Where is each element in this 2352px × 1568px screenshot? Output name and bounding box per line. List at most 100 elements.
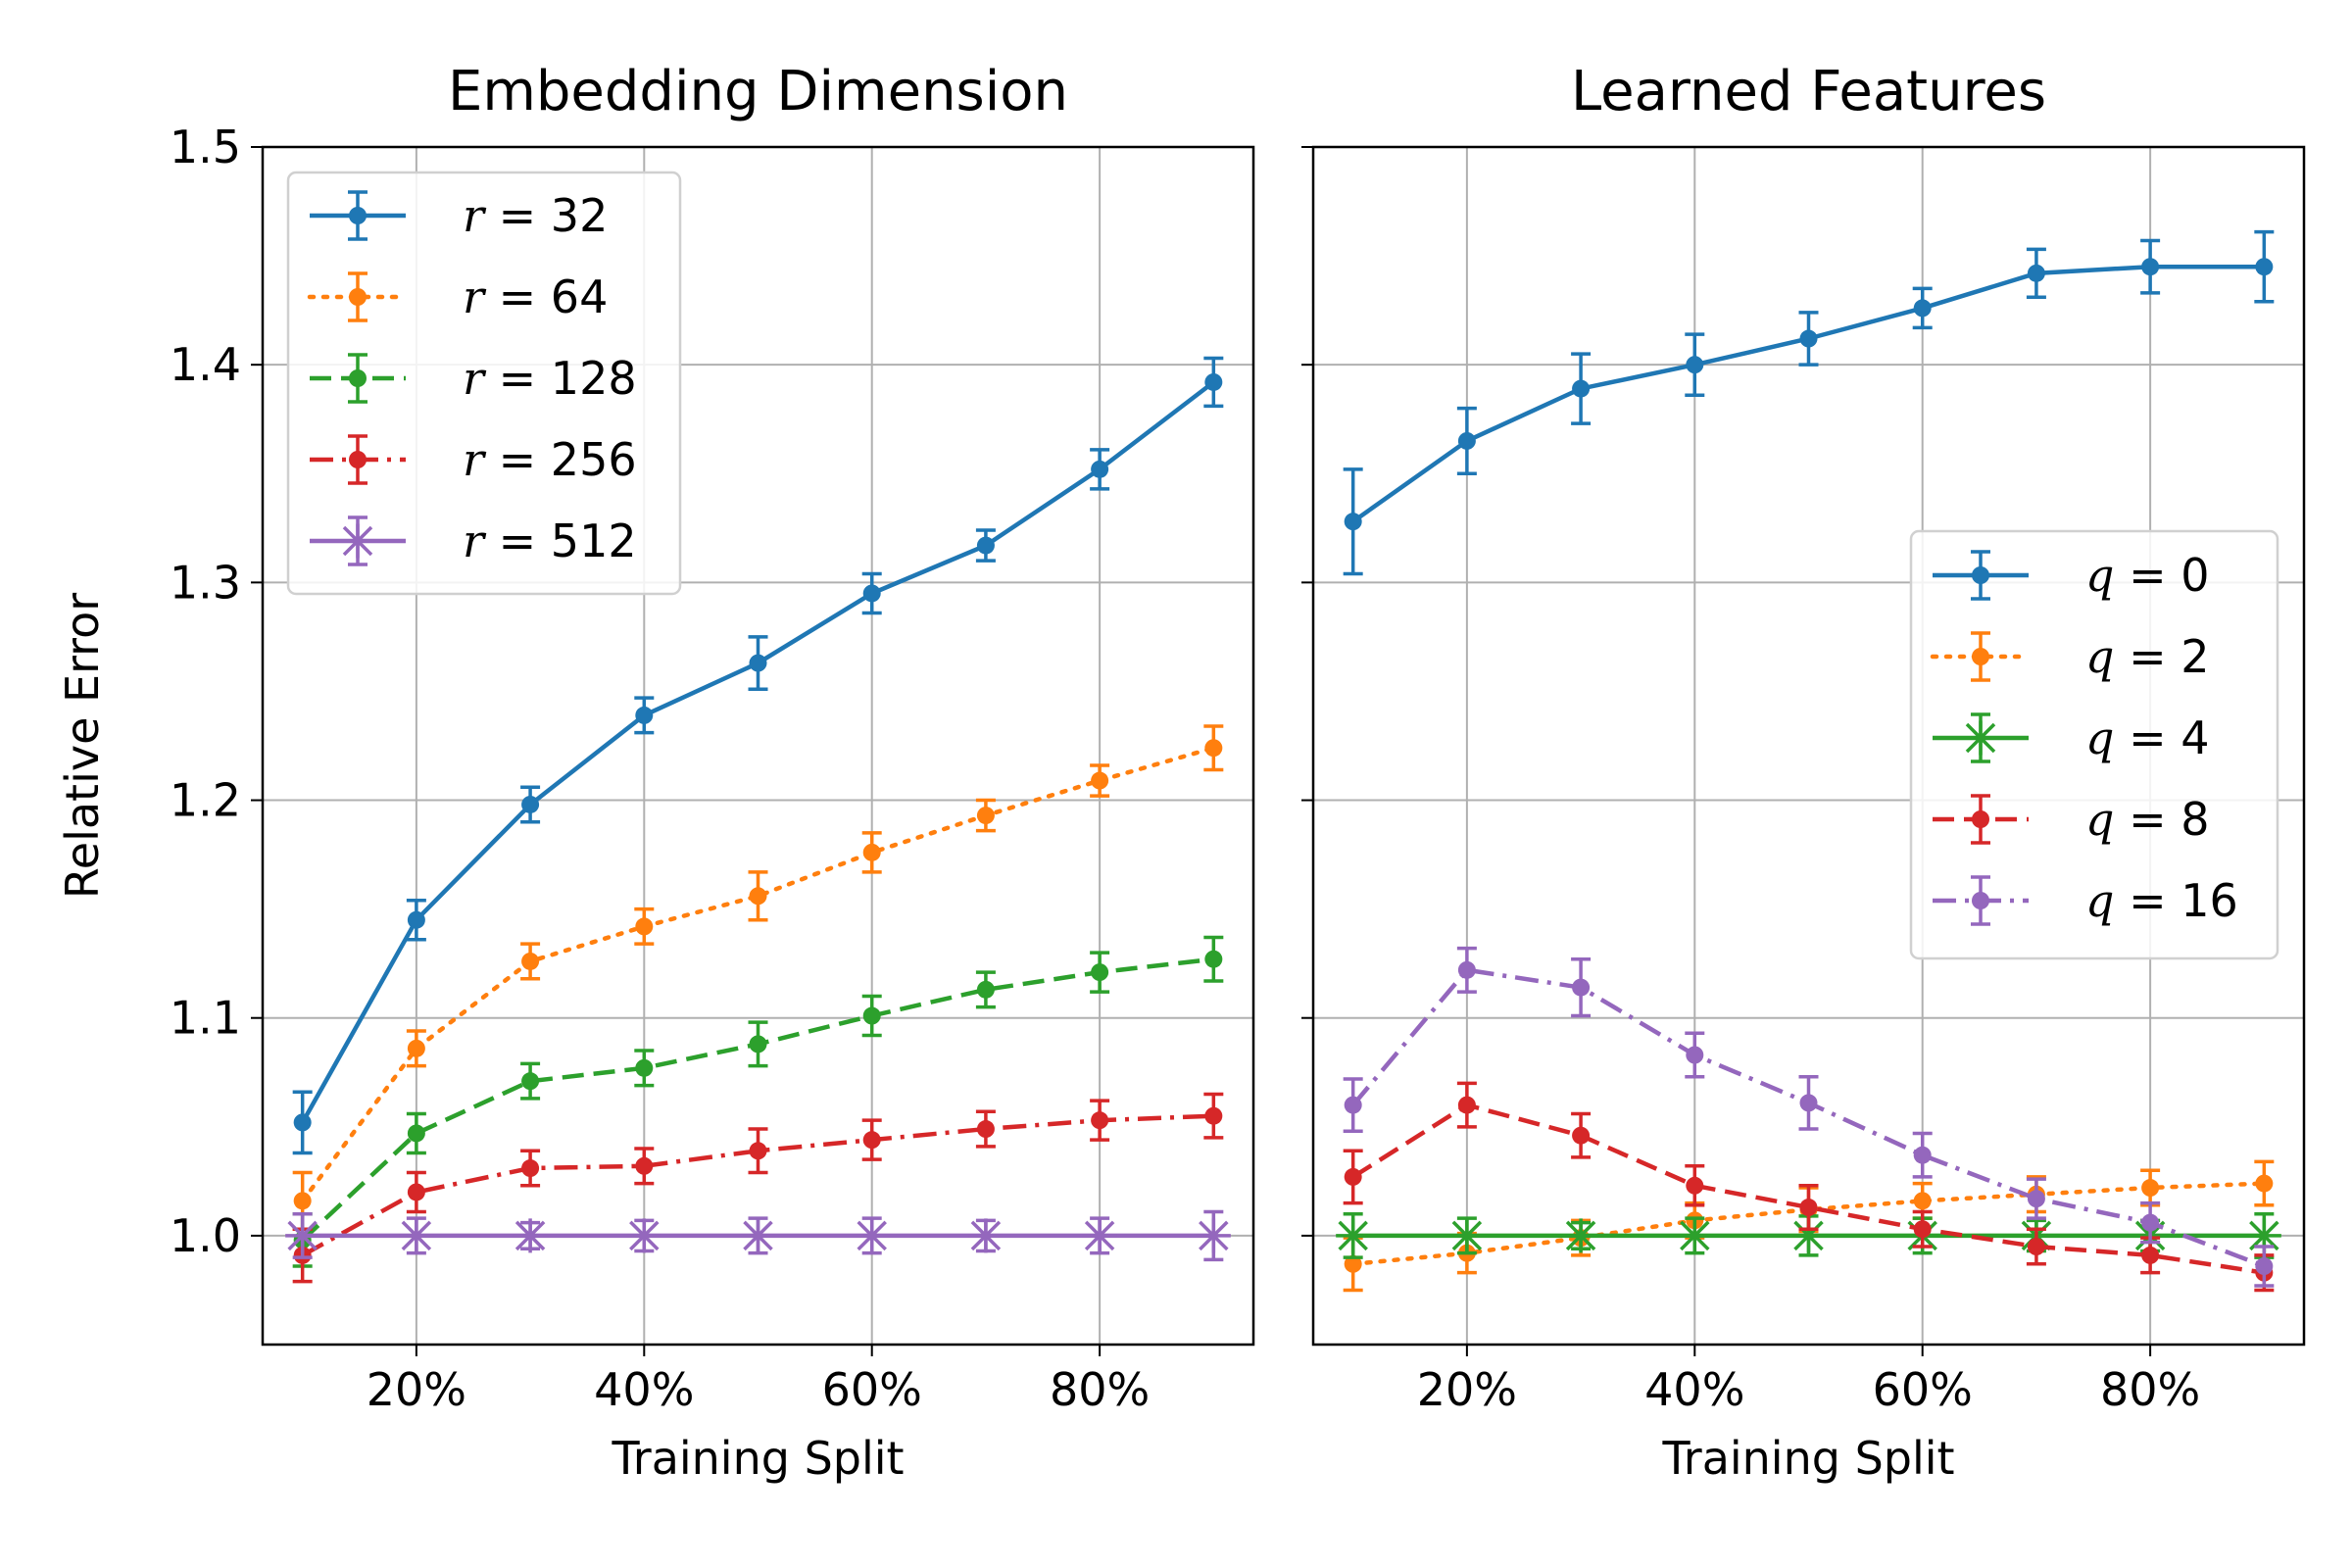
data-point	[2141, 1246, 2160, 1264]
x-tick-label: 40%	[1644, 1363, 1744, 1416]
chart-panels: 20% 40% 60% 80% 1.0 1.1 1.2 1.3 1.4 1.5 Embedding …	[56, 60, 2306, 1485]
data-point	[1091, 963, 1109, 982]
data-point	[521, 795, 540, 813]
legend-value: 512	[551, 514, 637, 567]
data-point	[1091, 460, 1109, 478]
legend-equals: =	[2114, 630, 2180, 683]
legend-variable: q	[2085, 711, 2114, 764]
legend-value: 32	[551, 189, 609, 242]
legend-value: 4	[2180, 711, 2209, 764]
series-line	[1350, 1181, 2267, 1267]
data-point	[293, 1113, 312, 1132]
data-point	[862, 843, 881, 861]
data-point	[521, 952, 540, 970]
data-point	[976, 536, 995, 555]
legend-label: r = 256	[463, 433, 637, 486]
data-point	[1677, 1218, 1712, 1253]
data-point	[293, 1192, 312, 1210]
legend-variable: r	[463, 189, 487, 242]
data-point	[1791, 1218, 1826, 1253]
data-point	[976, 1120, 995, 1139]
legend-value: 128	[551, 352, 637, 405]
x-tick-label: 20%	[367, 1363, 466, 1416]
legend-marker	[340, 523, 375, 559]
data-point	[1204, 372, 1223, 391]
legend-equals: =	[484, 433, 551, 486]
chart-panel-1: 20% 40% 60% 80% 1.0 1.1 1.2 1.3 1.4 1.5 Embedding …	[56, 60, 1255, 1485]
data-point	[1196, 1218, 1231, 1253]
legend-variable: q	[2085, 630, 2114, 683]
data-point	[862, 584, 881, 603]
data-point	[1563, 1218, 1598, 1253]
y-tick-label: 1.4	[170, 338, 241, 391]
data-point	[2027, 264, 2045, 282]
data-point	[1799, 1199, 1818, 1217]
data-point	[2027, 1238, 2045, 1256]
legend-label: q = 2	[2085, 630, 2210, 683]
legend-label: r = 512	[463, 514, 637, 567]
legend-label: q = 16	[2085, 874, 2238, 927]
y-tick-label: 1.0	[170, 1209, 241, 1262]
legend-item-q-16: q = 16	[1933, 874, 2238, 927]
data-point	[1572, 379, 1591, 398]
data-point	[1344, 1254, 1362, 1273]
legend-variable: r	[463, 514, 487, 567]
legend-value: 2	[2180, 630, 2209, 683]
plot-frame	[261, 145, 1255, 1347]
data-point	[968, 1218, 1004, 1253]
legend-value: 64	[551, 270, 609, 323]
series-line	[1351, 1102, 2265, 1275]
legend-marker	[349, 369, 367, 387]
x-tick-label: 60%	[1873, 1363, 1973, 1416]
legend-equals: =	[2114, 711, 2180, 764]
legend-label: r = 128	[463, 352, 637, 405]
data-point	[513, 1218, 548, 1253]
chart-title: Embedding Dimension	[448, 60, 1068, 123]
x-axis-label: Training Split	[1661, 1432, 1954, 1485]
x-axis-label: Training Split	[611, 1432, 904, 1485]
legend-value: 0	[2180, 549, 2209, 602]
data-point	[407, 1039, 425, 1057]
series-r-32	[292, 356, 1224, 1155]
data-point	[1913, 1192, 1932, 1210]
data-point	[1572, 978, 1591, 997]
legend-equals: =	[484, 514, 551, 567]
data-point	[1449, 1218, 1485, 1253]
legend-equals: =	[2114, 793, 2180, 846]
legend-marker	[349, 451, 367, 468]
legend-equals: =	[2114, 874, 2180, 927]
legend-item-r-32: r = 32	[310, 189, 608, 242]
legend-marker	[1972, 892, 1989, 909]
legend-marker	[349, 288, 367, 306]
data-point	[635, 706, 654, 724]
legend-item-q-8: q = 8	[1933, 793, 2210, 846]
series-r-512	[285, 1209, 1231, 1262]
data-point	[976, 980, 995, 999]
data-point	[635, 1156, 654, 1175]
data-point	[1344, 1096, 1362, 1114]
series-r-256	[292, 1092, 1224, 1284]
data-point	[1344, 513, 1362, 531]
legend-variable: q	[2085, 793, 2114, 846]
series-line	[300, 745, 1216, 1203]
data-point	[741, 1218, 775, 1253]
data-point	[1686, 356, 1704, 374]
axis-ticks: 20% 40% 60% 80% 1.0 1.1 1.2 1.3 1.4 1.5	[170, 121, 1150, 1416]
legend-equals: =	[484, 270, 551, 323]
data-point	[2255, 1174, 2274, 1193]
data-point	[1913, 1146, 1932, 1164]
x-tick-label: 60%	[822, 1363, 922, 1416]
data-point	[521, 1159, 540, 1178]
legend-label: q = 4	[2085, 711, 2210, 764]
y-tick-label: 1.2	[170, 774, 241, 827]
series-line	[1351, 264, 2265, 524]
x-tick-label: 80%	[1050, 1363, 1150, 1416]
data-point	[635, 1058, 654, 1077]
legend-label: q = 8	[2085, 793, 2210, 846]
legend-item-q-4: q = 4	[1933, 711, 2210, 764]
data-point	[1913, 299, 1932, 318]
data-point	[1457, 1096, 1476, 1114]
data-point	[862, 1131, 881, 1150]
legend-variable: r	[463, 352, 487, 405]
